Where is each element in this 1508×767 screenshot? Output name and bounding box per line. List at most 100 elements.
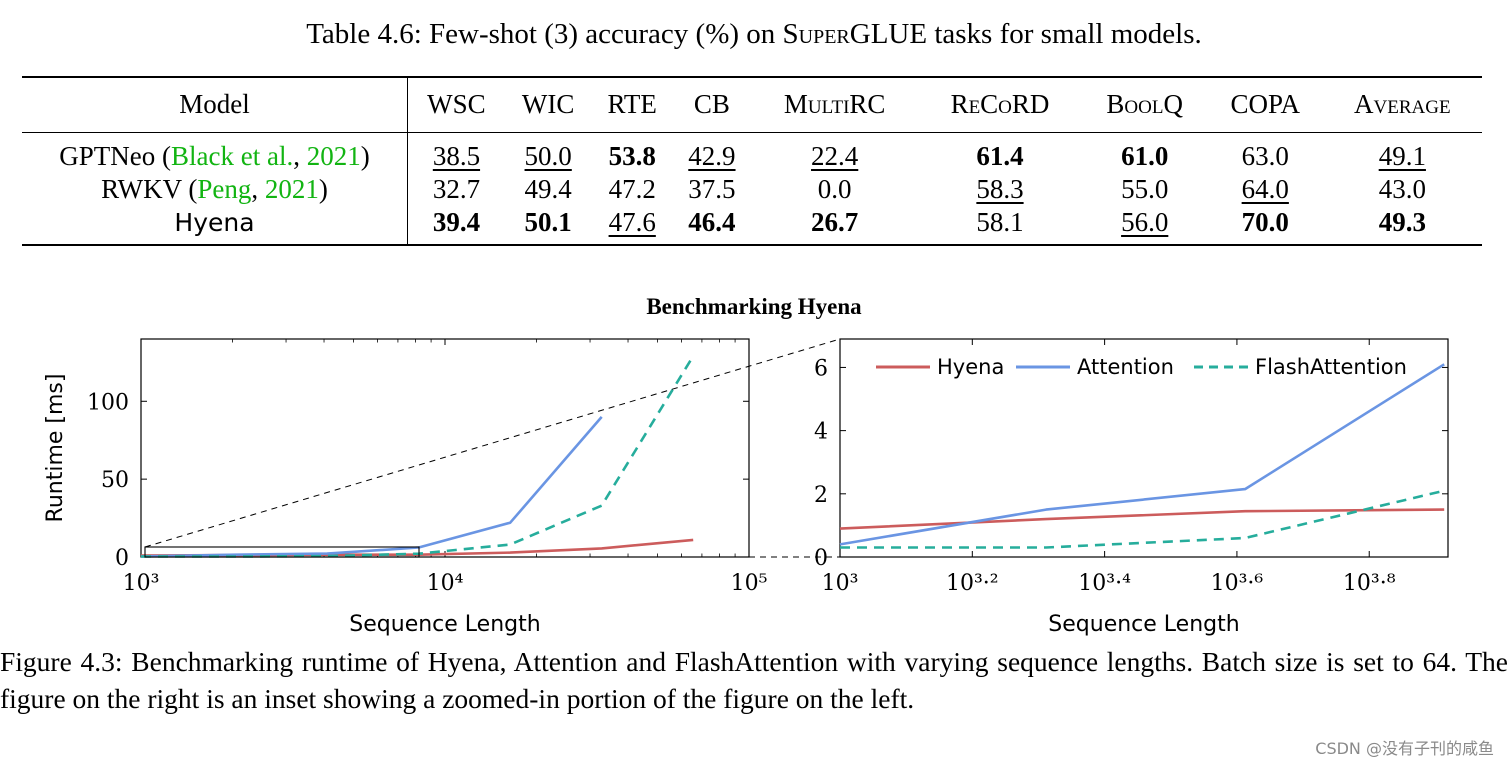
cite-close: ) — [360, 140, 370, 171]
score-value: 37.5 — [688, 173, 736, 204]
x-tick-label: 10⁵ — [731, 571, 768, 596]
score-cell: 61.0 — [1082, 132, 1208, 172]
score-value: 50.0 — [524, 140, 572, 171]
right-plot-frame — [839, 338, 1449, 558]
score-value: 61.4 — [976, 140, 1024, 171]
header-record: ReCoRD — [950, 89, 1050, 120]
table-caption: Table 4.6: Few-shot (3) accuracy (%) on … — [0, 18, 1508, 51]
score-value: 32.7 — [432, 173, 481, 204]
score-cell: 58.1 — [918, 207, 1081, 245]
score-cell: 64.0 — [1208, 172, 1323, 207]
score-value: 0.0 — [817, 173, 852, 204]
y-tick-label: 0 — [814, 546, 828, 571]
header-wsc: WSC — [427, 89, 486, 120]
score-cell: 50.0 — [505, 132, 592, 172]
score-cell: 38.5 — [408, 132, 505, 172]
legend-flashattention-label: FlashAttention — [1255, 355, 1407, 379]
zoom-region-box — [144, 546, 420, 558]
score-cell: 0.0 — [751, 172, 919, 207]
score-value: 63.0 — [1241, 140, 1289, 171]
header-copa: COPA — [1230, 89, 1301, 120]
header-wic: WIC — [521, 89, 575, 120]
header-average: Average — [1354, 89, 1451, 120]
score-value: 38.5 — [432, 140, 481, 171]
score-cell: 49.1 — [1323, 132, 1482, 172]
citation-link[interactable]: Black et al. — [171, 140, 294, 171]
right-plot-series — [839, 363, 1445, 549]
y-tick-label: 6 — [814, 356, 828, 381]
y-tick-label: 0 — [115, 546, 129, 571]
score-cell: 26.7 — [751, 207, 919, 245]
zoom-connector-top — [144, 338, 841, 548]
x-tick-label: 10³ — [123, 571, 160, 596]
series-line-attention — [140, 416, 603, 558]
y-tick-label: 100 — [87, 390, 129, 415]
cite-open: ( — [155, 140, 172, 171]
benchmark-figure: 10³ 10⁴ 10⁵ 0 50 100 10³ 10³·² 10³·⁴ 10³·⁶ 10³·⁸ 0… — [43, 338, 1449, 637]
score-cell: 22.4 — [751, 132, 919, 172]
cite-sep: , — [293, 140, 307, 171]
y-tick-label: 50 — [101, 468, 129, 493]
right-xlabel: Sequence Length — [1048, 612, 1239, 637]
citation-year-link[interactable]: 2021 — [306, 140, 361, 171]
score-cell: 32.7 — [408, 172, 505, 207]
watermark: CSDN @没有子刊的咸鱼 — [1315, 739, 1494, 758]
score-cell: 58.3 — [918, 172, 1081, 207]
score-value: 49.3 — [1378, 206, 1426, 237]
score-cell: 47.6 — [591, 207, 672, 245]
cite-open: ( — [181, 173, 198, 204]
model-cell: GPTNeo (Black et al., 2021) — [22, 132, 408, 172]
score-value: 56.0 — [1121, 206, 1169, 237]
score-value: 39.4 — [432, 206, 481, 237]
header-boolq: BoolQ — [1106, 89, 1183, 120]
legend-attention-label: Attention — [1077, 355, 1174, 379]
figure-caption: Figure 4.3: Benchmarking runtime of Hyen… — [0, 646, 1508, 714]
table-caption-superglue: SuperGLUE — [782, 18, 928, 50]
x-tick-label: 10³·⁶ — [1211, 571, 1264, 596]
score-cell: 43.0 — [1323, 172, 1482, 207]
score-cell: 39.4 — [408, 207, 505, 245]
right-plot-ticks: 10³ 10³·² 10³·⁴ 10³·⁶ 10³·⁸ 0 2 4 6 — [814, 339, 1448, 596]
score-value: 58.1 — [976, 206, 1024, 237]
score-value: 61.0 — [1121, 140, 1169, 171]
results-table: Model WSC WIC RTE CB MultiRC ReCoRD Bool… — [22, 76, 1482, 246]
score-cell: 49.3 — [1323, 207, 1482, 245]
x-tick-label: 10³·⁴ — [1078, 571, 1131, 596]
model-name: GPTNeo — [59, 140, 156, 171]
model-cell: RWKV (Peng, 2021) — [22, 171, 408, 207]
left-plot-series — [140, 355, 695, 558]
score-cell: 42.9 — [673, 132, 751, 172]
y-tick-label: 4 — [814, 420, 828, 445]
series-line-hyena — [839, 508, 1445, 530]
score-value: 49.1 — [1378, 140, 1426, 171]
legend-hyena-label: Hyena — [937, 355, 1004, 379]
cite-sep: , — [251, 173, 265, 204]
citation-link[interactable]: Peng — [197, 173, 252, 204]
score-value: 58.3 — [976, 173, 1024, 204]
left-plot-ticks: 10³ 10⁴ 10⁵ 0 50 100 — [87, 339, 767, 596]
score-value: 26.7 — [811, 206, 859, 237]
score-cell: 37.5 — [673, 172, 751, 207]
series-line-flashattention — [840, 489, 1445, 549]
model-cell: Hyena — [22, 206, 408, 245]
score-value: 43.0 — [1378, 173, 1426, 204]
score-value: 55.0 — [1121, 173, 1169, 204]
cite-close: ) — [318, 173, 328, 204]
score-value: 64.0 — [1241, 173, 1289, 204]
score-cell: 47.2 — [591, 172, 672, 207]
header-model: Model — [22, 77, 408, 132]
model-name: Hyena — [174, 207, 255, 237]
score-value: 49.4 — [524, 173, 572, 204]
table-caption-suffix: tasks for small models. — [927, 18, 1202, 50]
table-header-row: Model WSC WIC RTE CB MultiRC ReCoRD Bool… — [22, 77, 1482, 132]
series-line-flashattention — [141, 355, 695, 558]
x-tick-label: 10³·² — [946, 571, 999, 596]
score-cell: 53.8 — [591, 132, 672, 172]
x-tick-label: 10³ — [822, 571, 859, 596]
header-cb: CB — [693, 89, 730, 120]
score-cell: 61.4 — [918, 132, 1081, 172]
citation-year-link[interactable]: 2021 — [264, 173, 319, 204]
score-cell: 55.0 — [1082, 172, 1208, 207]
header-multirc: MultiRC — [783, 89, 886, 120]
left-xlabel: Sequence Length — [349, 612, 540, 637]
